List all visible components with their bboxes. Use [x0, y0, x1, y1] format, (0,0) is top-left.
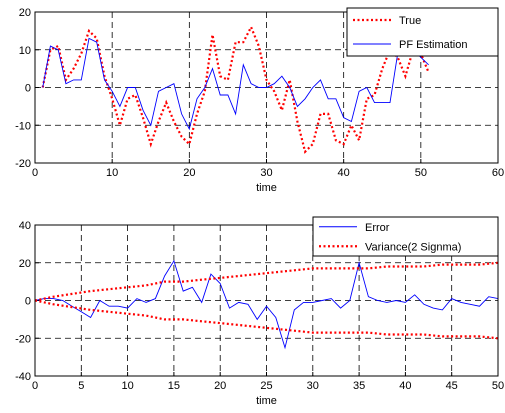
x-tick-label: 25: [260, 380, 272, 392]
y-tick-label: 10: [19, 45, 31, 57]
bottom-plot: 0 5 10 15 20 25 30 35 40 45 50 -40 -20 0 20 40 time Error…: [15, 216, 504, 407]
x-axis-label: time: [256, 182, 277, 194]
y-tick-label: 20: [19, 7, 31, 19]
legend-label: PF Estimation: [399, 39, 467, 51]
x-tick-label: 50: [492, 380, 504, 392]
series-line-1: [42, 37, 429, 131]
y-tick-label: 0: [25, 296, 31, 308]
x-tick-label: 20: [214, 380, 226, 392]
series-lower-bound: [35, 299, 498, 340]
legend-label: Error: [365, 222, 390, 234]
legend: [346, 7, 499, 57]
x-tick-label: 60: [492, 167, 504, 179]
plot-frame: [34, 11, 499, 164]
x-tick-label: 0: [32, 167, 38, 179]
legend: [312, 216, 499, 257]
x-tick-label: 40: [399, 380, 411, 392]
y-tick-label: -20: [15, 333, 31, 345]
x-tick-label: 5: [78, 380, 84, 392]
x-tick-label: 10: [106, 167, 118, 179]
series-upper-bound: [35, 261, 498, 302]
series-line-0: [35, 259, 498, 350]
y-tick-label: 20: [19, 258, 31, 270]
y-tick-label: -10: [15, 120, 31, 132]
x-axis-label: time: [256, 395, 277, 407]
x-tick-label: 0: [32, 380, 38, 392]
legend-label: True: [399, 15, 421, 27]
x-tick-label: 10: [121, 380, 133, 392]
x-tick-label: 45: [446, 380, 458, 392]
x-tick-label: 35: [353, 380, 365, 392]
y-tick-label: 40: [19, 220, 31, 232]
x-tick-label: 50: [415, 167, 427, 179]
y-tick-label: 0: [25, 83, 31, 95]
plot-frame: [34, 224, 499, 377]
x-tick-label: 30: [260, 167, 272, 179]
x-tick-label: 20: [183, 167, 195, 179]
x-tick-label: 40: [338, 167, 350, 179]
legend-label: Variance(2 Signma): [365, 241, 461, 253]
x-tick-label: 15: [168, 380, 180, 392]
y-tick-label: -40: [15, 371, 31, 383]
x-tick-label: 30: [307, 380, 319, 392]
y-tick-label: -20: [15, 158, 31, 170]
top-plot: 0 10 20 30 40 50 60 -20 -10 0 10 20 time True PF Estim…: [15, 7, 504, 194]
